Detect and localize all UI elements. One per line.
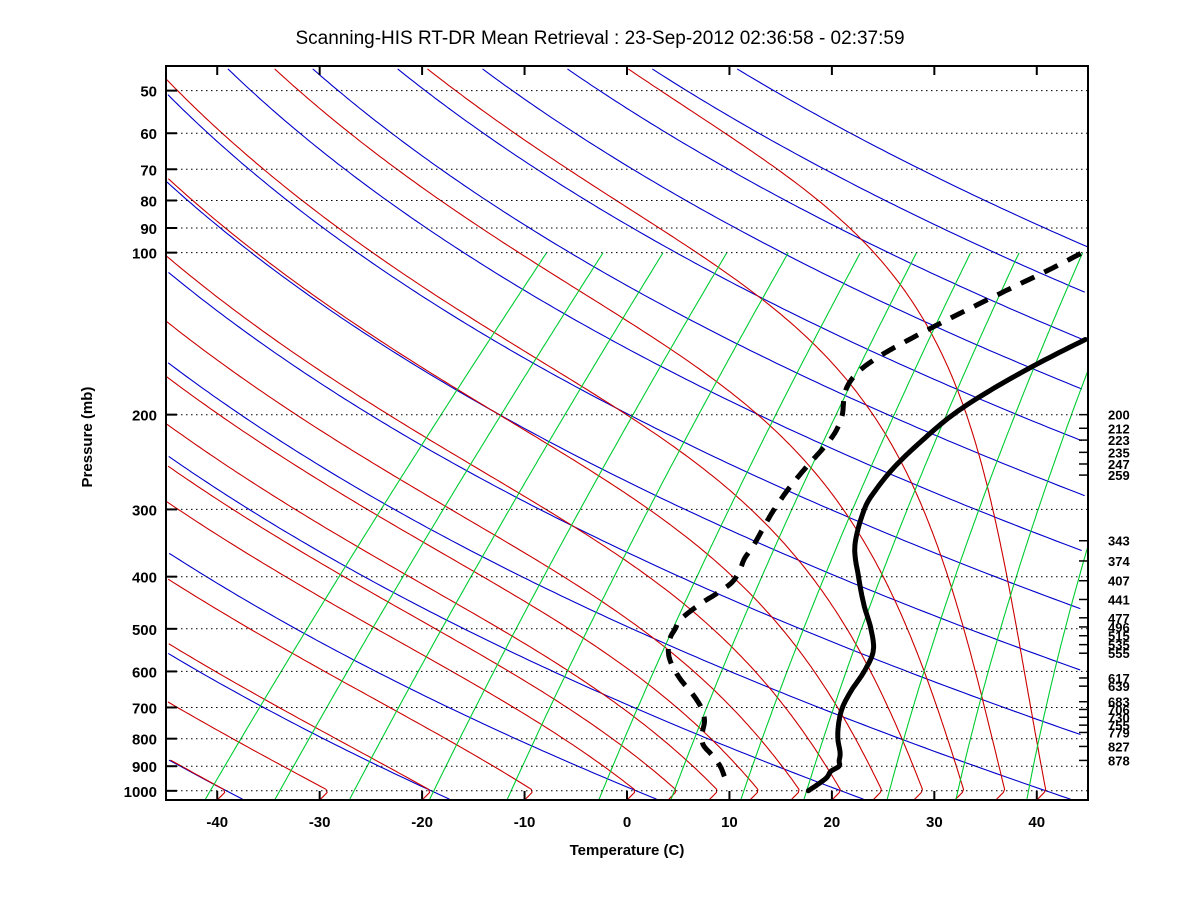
right-level-label: 639 xyxy=(1108,679,1130,694)
y-tick-label: 70 xyxy=(140,162,157,179)
y-tick-label: 600 xyxy=(132,664,157,681)
right-level-label: 374 xyxy=(1108,554,1130,569)
y-tick-label: 300 xyxy=(132,502,157,519)
mixing-ratio-lines xyxy=(204,252,1089,800)
right-level-label: 515 xyxy=(1108,629,1130,644)
x-tick-label: -30 xyxy=(309,814,331,831)
right-level-label: 535 xyxy=(1108,638,1130,653)
right-level-label: 441 xyxy=(1108,592,1130,607)
dry-adiabat-lines xyxy=(166,68,1088,800)
y-tick-label: 900 xyxy=(132,759,157,776)
right-level-label: 496 xyxy=(1108,620,1130,635)
right-level-label: 477 xyxy=(1108,611,1130,626)
x-tick-label: 10 xyxy=(721,814,738,831)
grid-background-lines xyxy=(165,68,1089,800)
page-title: Scanning-HIS RT-DR Mean Retrieval : 23-S… xyxy=(295,28,905,49)
y-axis-title: Pressure (mb) xyxy=(79,387,96,488)
y-tick-label: 500 xyxy=(132,622,157,639)
y-tick-label: 60 xyxy=(140,126,157,143)
right-level-label: 247 xyxy=(1108,457,1130,472)
right-level-label: 407 xyxy=(1108,574,1130,589)
x-tick-label: 40 xyxy=(1028,814,1045,831)
right-level-label: 827 xyxy=(1108,739,1130,754)
y-tick-label: 80 xyxy=(140,193,157,210)
right-level-label: 235 xyxy=(1108,445,1130,460)
y-tick-label: 50 xyxy=(140,84,157,101)
right-level-label: 212 xyxy=(1108,421,1130,436)
right-level-label: 878 xyxy=(1108,753,1130,768)
y-axis-ticks: 50 60 70 80 90 100 200 300 400 500 600 700 800 900 100… xyxy=(124,84,177,801)
right-axis-labels: 2002122232352472593433744074414774965155… xyxy=(1079,408,1130,768)
right-level-label: 779 xyxy=(1108,725,1130,740)
y-tick-label: 800 xyxy=(132,732,157,749)
plot-frame xyxy=(165,65,1089,801)
right-level-label: 683 xyxy=(1108,695,1130,710)
profile-curves xyxy=(665,249,1088,794)
y-tick-label: 200 xyxy=(132,408,157,425)
right-level-label: 200 xyxy=(1108,408,1130,423)
y-tick-label: 90 xyxy=(140,221,157,238)
right-level-label: 706 xyxy=(1108,702,1130,717)
y-tick-label: 400 xyxy=(132,570,157,587)
x-axis-title: Temperature (C) xyxy=(570,842,685,859)
right-level-label: 755 xyxy=(1108,718,1130,733)
y-tick-label: 1000 xyxy=(124,784,157,801)
x-tick-label: -10 xyxy=(514,814,536,831)
right-level-label: 343 xyxy=(1108,534,1130,549)
x-tick-label: -40 xyxy=(206,814,228,831)
y-tick-label: 100 xyxy=(132,246,157,263)
x-tick-label: -20 xyxy=(411,814,433,831)
x-tick-label: 0 xyxy=(623,814,631,831)
x-tick-label: 20 xyxy=(824,814,841,831)
moist-adiabat-lines xyxy=(165,68,1047,800)
right-level-label: 555 xyxy=(1108,646,1130,661)
right-level-label: 223 xyxy=(1108,433,1130,448)
y-tick-label: 700 xyxy=(132,700,157,717)
x-tick-label: 30 xyxy=(926,814,943,831)
isobar-gridlines xyxy=(166,90,1088,792)
right-level-label: 259 xyxy=(1108,468,1130,483)
x-axis-ticks: -40 -30 -20 -10 0 10 20 30 40 xyxy=(206,66,1045,831)
right-level-label: 617 xyxy=(1108,671,1130,686)
right-level-label: 730 xyxy=(1108,710,1130,725)
